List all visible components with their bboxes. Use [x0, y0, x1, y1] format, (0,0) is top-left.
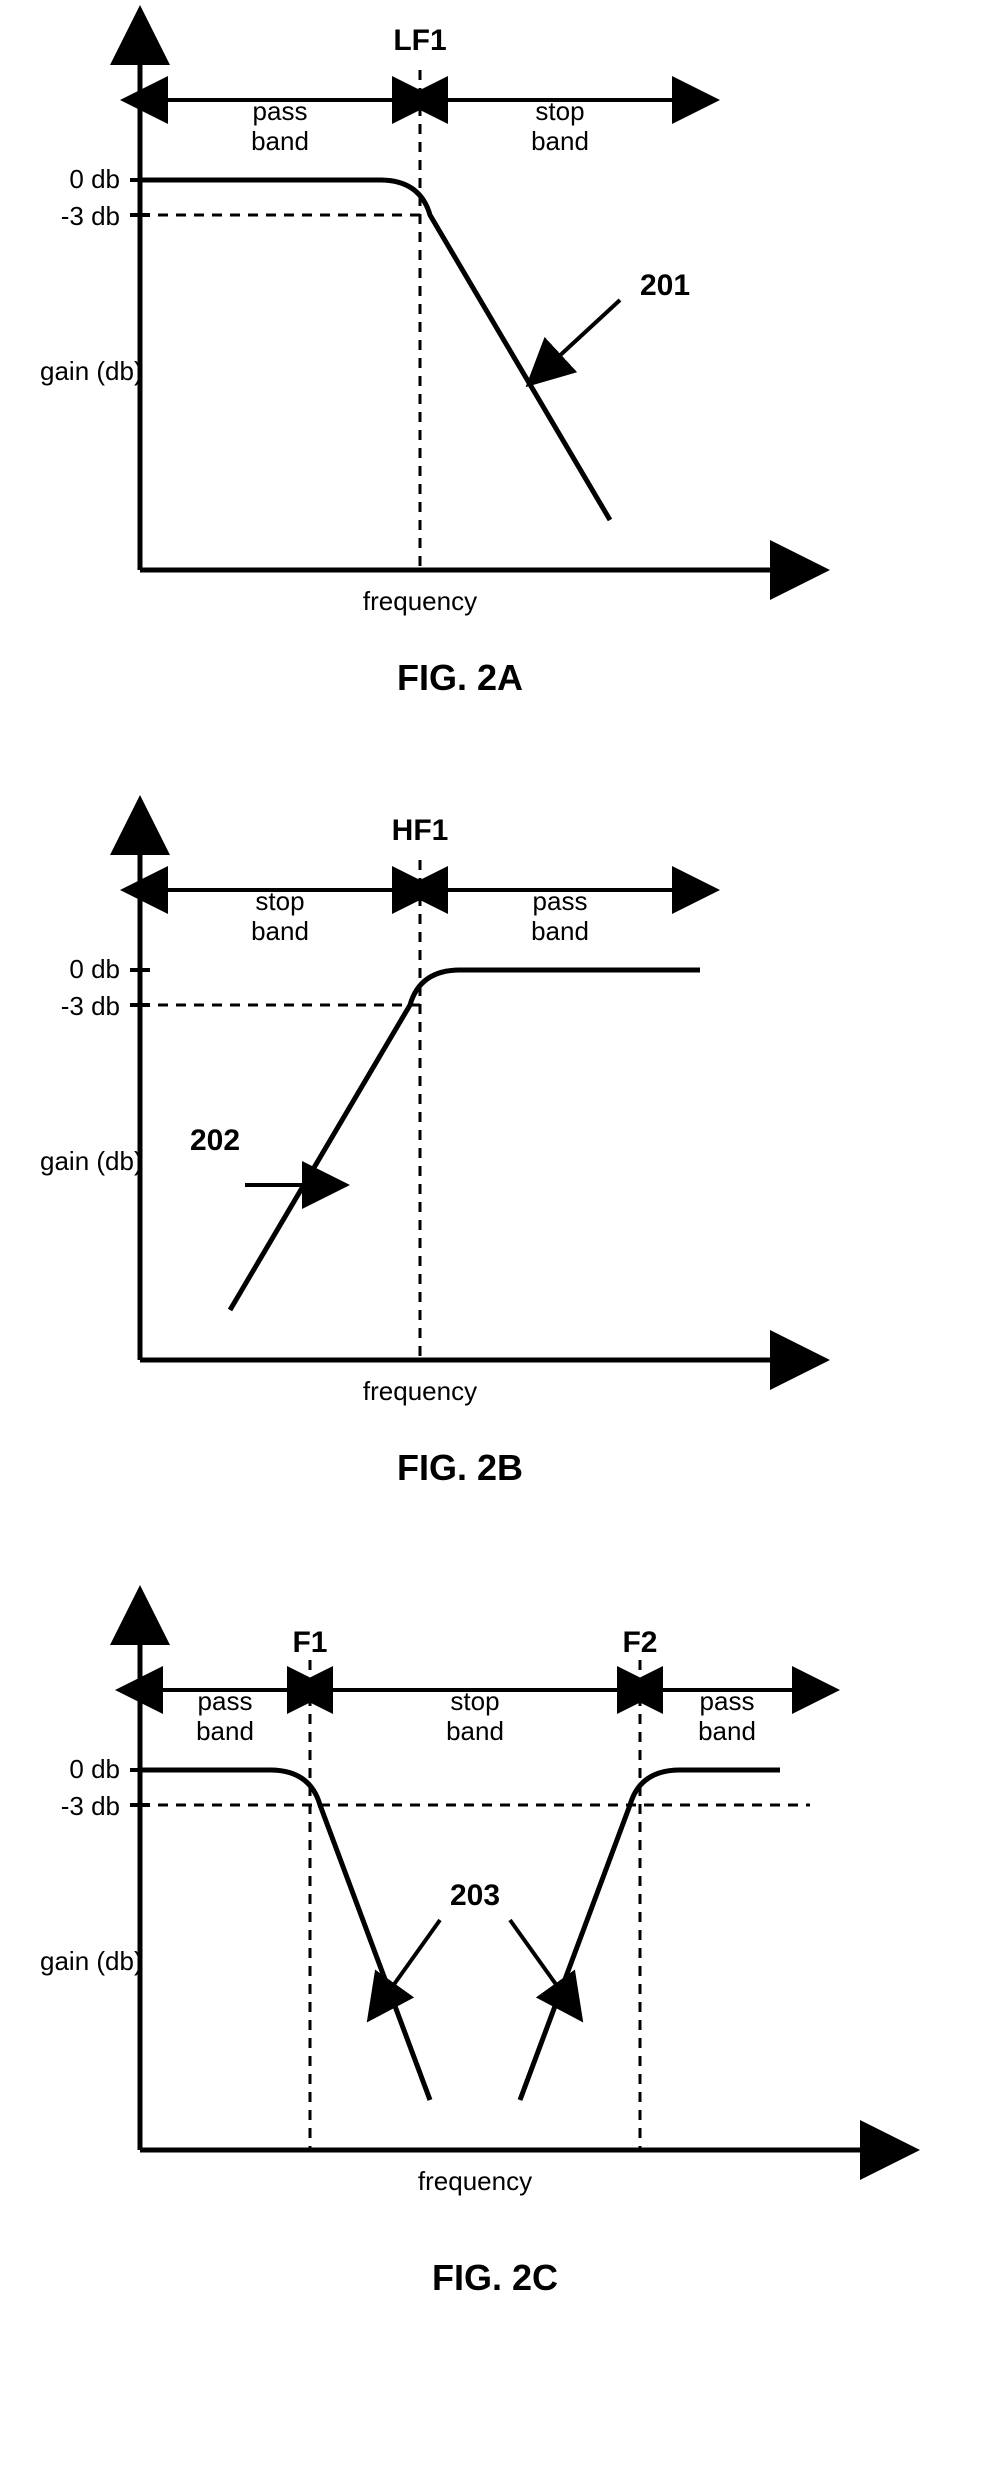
- y-axis-label: gain (db): [40, 356, 143, 386]
- fig2b-svg: HF1 stop band pass band 0 db -3 db gain …: [0, 790, 990, 1580]
- figure-2b: HF1 stop band pass band 0 db -3 db gain …: [0, 790, 990, 1580]
- figure-title: FIG. 2A: [397, 657, 523, 698]
- top-label: LF1: [393, 24, 446, 57]
- pass2-text2: band: [698, 1716, 756, 1746]
- ytick-3db: -3 db: [61, 201, 120, 231]
- ytick-3db: -3 db: [61, 991, 120, 1021]
- curve-label: 203: [450, 1879, 500, 1912]
- ytick-0db: 0 db: [69, 164, 120, 194]
- y-axis-label: gain (db): [40, 1946, 143, 1976]
- response-curve: [230, 970, 700, 1310]
- figure-title: FIG. 2C: [432, 2257, 558, 2298]
- passband-text1: pass: [253, 96, 308, 126]
- curve-label: 202: [190, 1124, 240, 1157]
- top-label: HF1: [392, 814, 449, 847]
- figure-2c: F1 F2 pass band stop band pass band 0 db…: [0, 1580, 990, 2400]
- f1-label: F1: [292, 1626, 327, 1659]
- stopband-text1: stop: [255, 886, 304, 916]
- response-curve-left: [140, 1770, 430, 2100]
- ytick-0db: 0 db: [69, 954, 120, 984]
- stop-text1: stop: [450, 1686, 499, 1716]
- f2-label: F2: [622, 1626, 657, 1659]
- stopband-text2: band: [251, 916, 309, 946]
- x-axis-label: frequency: [363, 586, 477, 616]
- curve-label-arrow-right: [510, 1920, 560, 1990]
- figure-title: FIG. 2B: [397, 1447, 523, 1488]
- y-axis-label: gain (db): [40, 1146, 143, 1176]
- passband-text2: band: [531, 916, 589, 946]
- curve-label-arrow-left: [390, 1920, 440, 1990]
- figure-2a: LF1 pass band stop band 0 db -3 db gain …: [0, 0, 990, 790]
- fig2a-svg: LF1 pass band stop band 0 db -3 db gain …: [0, 0, 990, 790]
- x-axis-label: frequency: [418, 2166, 532, 2196]
- curve-label: 201: [640, 269, 690, 302]
- response-curve-right: [520, 1770, 780, 2100]
- stop-text2: band: [446, 1716, 504, 1746]
- passband-text1: pass: [533, 886, 588, 916]
- stopband-text2: band: [531, 126, 589, 156]
- pass1-text2: band: [196, 1716, 254, 1746]
- pass2-text1: pass: [700, 1686, 755, 1716]
- ytick-3db: -3 db: [61, 1791, 120, 1821]
- x-axis-label: frequency: [363, 1376, 477, 1406]
- fig2c-svg: F1 F2 pass band stop band pass band 0 db…: [0, 1580, 990, 2400]
- stopband-text1: stop: [535, 96, 584, 126]
- pass1-text1: pass: [198, 1686, 253, 1716]
- response-curve: [140, 180, 610, 520]
- ytick-0db: 0 db: [69, 1754, 120, 1784]
- curve-label-arrow: [555, 300, 620, 360]
- passband-text2: band: [251, 126, 309, 156]
